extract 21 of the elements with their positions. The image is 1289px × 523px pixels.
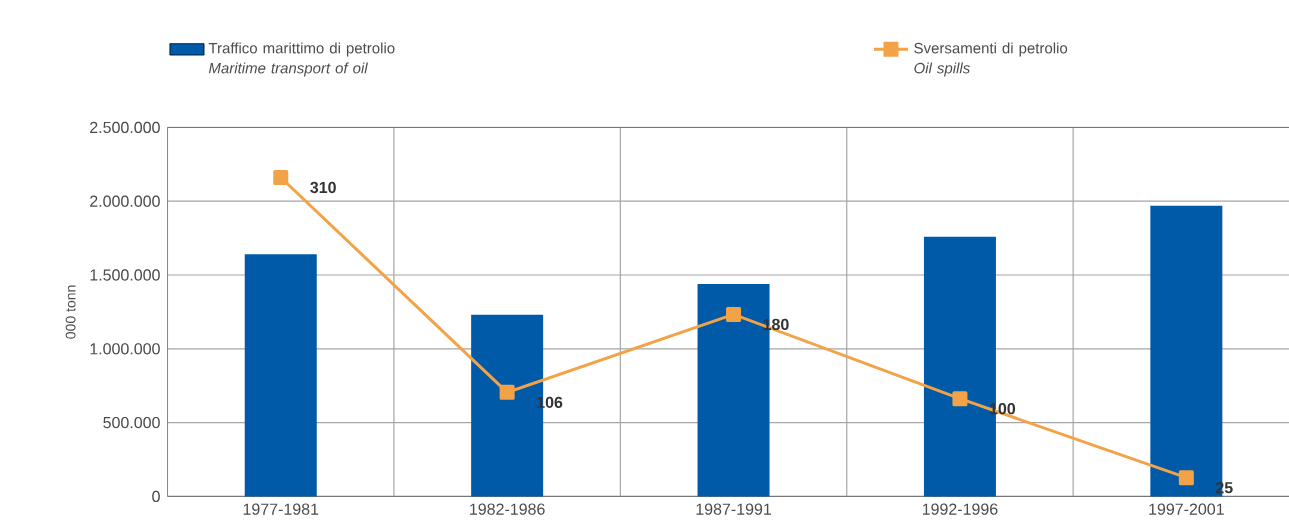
x-tick-label: 1977-1981: [243, 503, 319, 515]
y-tick-label: 500.000: [103, 416, 160, 429]
data-label: 310: [310, 181, 336, 194]
legend-label: Sversamenti di petrolio Oil spills: [914, 42, 1068, 77]
point: [952, 391, 968, 407]
x-tick-label: 1997-2001: [1149, 503, 1224, 515]
point: [726, 306, 742, 322]
y-tick-label: 1.000.000: [90, 343, 160, 355]
y-tick-label: 1.500.000: [90, 269, 160, 281]
bar: [244, 254, 317, 497]
x-tick-label: 1982-1986: [470, 503, 545, 515]
y-tick-label: 2.000.000: [90, 195, 160, 207]
y-axis-title: 000 tonn: [65, 285, 76, 339]
legend-label: Traffico marittimo di petrolio Maritime transport of oil: [208, 42, 395, 77]
y-tick-label: 0: [152, 490, 160, 503]
point: [499, 384, 515, 400]
point: [273, 169, 289, 185]
x-tick-label: 1992-1996: [922, 503, 998, 515]
point: [1178, 470, 1194, 486]
y-tick-label: 2.500.000: [90, 121, 160, 134]
x-tick-label: 1987-1991: [696, 503, 771, 515]
